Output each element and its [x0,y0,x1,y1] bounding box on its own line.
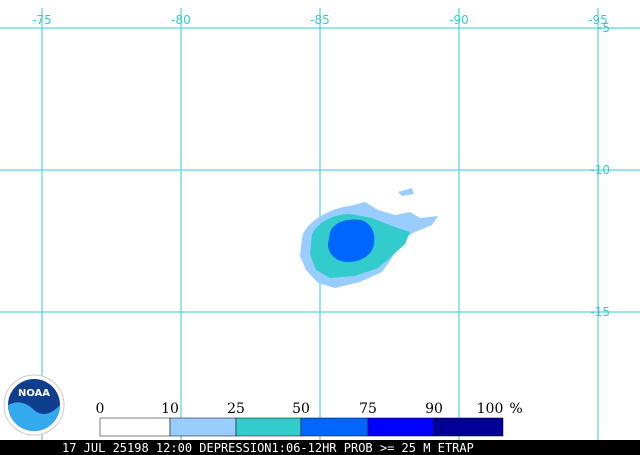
legend-swatch [367,417,435,437]
legend-swatch [169,417,237,437]
lat-label: -15 [590,305,610,319]
legend-swatch [99,417,171,437]
legend-level: 75 [359,401,377,417]
lon-label: -75 [32,13,52,27]
legend-swatch [433,417,504,437]
legend-unit: % [509,401,522,417]
legend-level: 50 [292,401,310,417]
noaa-logo: NOAA [3,374,65,436]
legend: 0 10 25 50 75 90 100% [96,401,523,437]
legend-level: 100 [477,401,504,417]
legend-swatch [300,417,369,437]
logo-sea [8,402,60,431]
lat-label: -10 [590,163,610,177]
probability-field [300,188,438,288]
lon-label: -90 [449,13,469,27]
legend-level: 10 [161,401,179,417]
lat-label: -5 [598,21,610,35]
lon-label: -85 [310,13,330,27]
caption: 17 JUL 25198 12:00 DEPRESSION1:06-12HR P… [62,441,474,455]
prob-50-75 [328,219,375,262]
legend-swatch [235,417,302,437]
graticule: -75 -80 -85 -90 -95-5 -10 -15 [0,8,640,440]
lon-label: -95 [588,13,608,27]
prob-10-25 [398,188,414,196]
legend-level: 0 [96,401,105,417]
lon-label: -80 [171,13,191,27]
logo-text: NOAA [18,388,50,399]
legend-level: 90 [425,401,443,417]
caption-bar [0,440,640,455]
legend-level: 25 [227,401,245,417]
